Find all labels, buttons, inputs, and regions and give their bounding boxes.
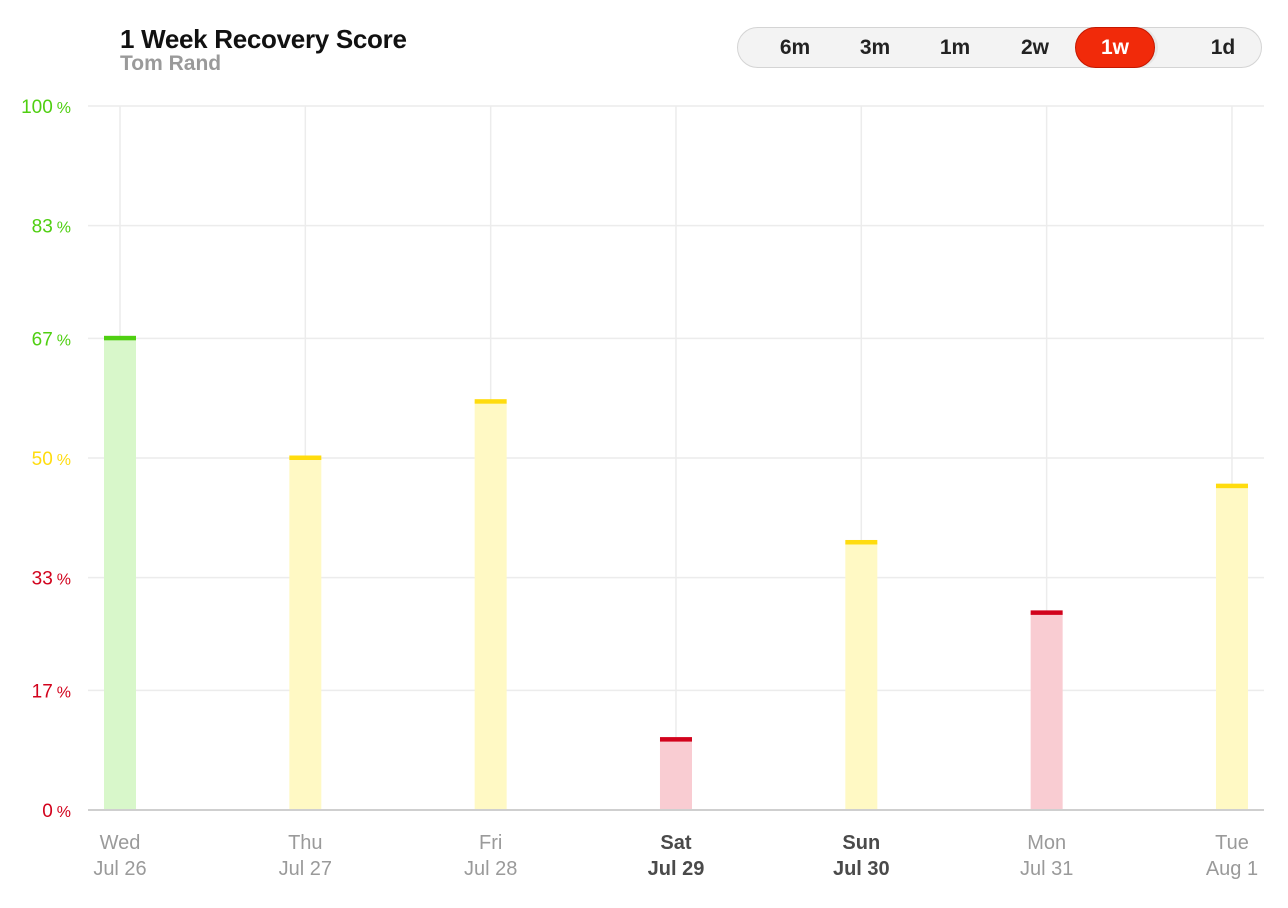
bar[interactable] — [659, 739, 692, 810]
bar-cap — [474, 399, 507, 404]
y-tick-label: 50% — [32, 449, 71, 470]
y-tick-unit: % — [57, 100, 71, 117]
range-option-2w[interactable]: 2w — [1020, 35, 1049, 59]
y-tick-label: 33% — [32, 569, 71, 590]
x-tick-date: Jul 28 — [464, 858, 517, 880]
bar[interactable] — [104, 338, 136, 810]
range-option-1d[interactable]: 1d — [1210, 35, 1236, 59]
chart-title: 1 Week Recovery Score — [120, 24, 407, 54]
x-tick-day: Sat — [660, 832, 691, 854]
bar-cap — [1030, 610, 1063, 615]
y-tick-unit: % — [57, 684, 71, 701]
y-tick-value: 100 — [21, 97, 53, 118]
y-tick-unit: % — [57, 220, 71, 237]
bar[interactable] — [474, 401, 507, 810]
bar[interactable] — [845, 542, 878, 810]
x-tick-day: Thu — [288, 832, 322, 854]
bar-cap — [845, 539, 878, 545]
x-tick-date: Jul 27 — [279, 858, 332, 880]
range-option-6m[interactable]: 6m — [779, 35, 811, 59]
x-tick-day: Wed — [100, 832, 141, 854]
chart-subtitle: Tom Rand — [120, 52, 222, 75]
y-tick-label: 83% — [32, 217, 71, 238]
bar-cap — [659, 737, 692, 742]
y-tick-value: 17 — [32, 681, 53, 702]
x-tick-date: Aug 1 — [1206, 858, 1258, 880]
y-tick-label: 17% — [32, 681, 71, 702]
range-option-1w[interactable]: 1w — [1075, 27, 1155, 68]
x-tick-day: Sun — [842, 832, 880, 854]
bar-cap — [104, 335, 136, 341]
bar-cap — [1215, 483, 1248, 489]
x-tick-day: Mon — [1027, 832, 1066, 854]
y-tick-unit: % — [57, 332, 71, 349]
x-tick-day: Fri — [479, 832, 502, 854]
x-tick-date: Jul 30 — [833, 858, 890, 880]
y-tick-label: 100% — [21, 97, 71, 118]
bar[interactable] — [289, 458, 322, 810]
x-tick-date: Jul 31 — [1020, 858, 1073, 880]
y-tick-unit: % — [57, 804, 71, 821]
x-tick-date: Jul 26 — [93, 858, 146, 880]
range-option-1m[interactable]: 1m — [939, 35, 971, 59]
y-tick-unit: % — [57, 452, 71, 469]
y-tick-value: 33 — [32, 569, 53, 590]
y-tick-value: 67 — [32, 329, 53, 350]
bar[interactable] — [1030, 612, 1063, 810]
bar[interactable] — [1215, 486, 1248, 810]
range-option-3m[interactable]: 3m — [859, 35, 891, 59]
y-tick-unit: % — [57, 572, 71, 589]
y-tick-value: 83 — [32, 217, 53, 238]
x-tick-date: Jul 29 — [648, 858, 705, 880]
x-tick-day: Tue — [1215, 832, 1249, 854]
y-tick-value: 0 — [42, 801, 53, 822]
y-tick-value: 50 — [32, 449, 53, 470]
bar-cap — [289, 455, 322, 460]
y-tick-label: 0% — [42, 801, 71, 822]
time-range-toggle: 6m 3m 1m 2w 1w 1d — [737, 27, 1262, 68]
y-tick-label: 67% — [32, 329, 71, 350]
